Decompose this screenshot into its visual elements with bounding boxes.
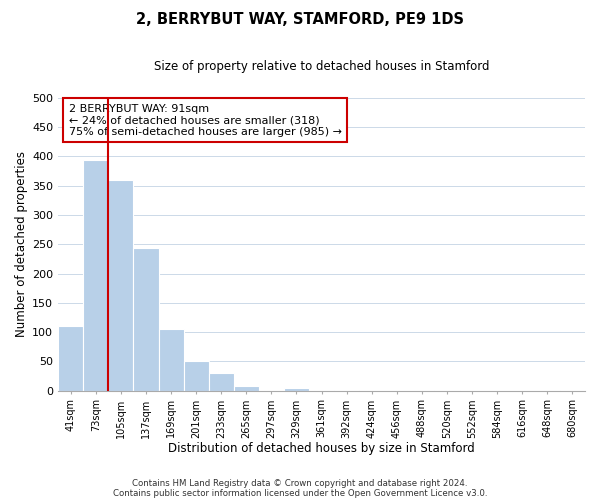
Bar	[58, 326, 83, 390]
Text: 2 BERRYBUT WAY: 91sqm
← 24% of detached houses are smaller (318)
75% of semi-det: 2 BERRYBUT WAY: 91sqm ← 24% of detached …	[68, 104, 341, 137]
Text: Contains HM Land Registry data © Crown copyright and database right 2024.: Contains HM Land Registry data © Crown c…	[132, 478, 468, 488]
Bar	[234, 386, 259, 390]
Text: Contains public sector information licensed under the Open Government Licence v3: Contains public sector information licen…	[113, 488, 487, 498]
Y-axis label: Number of detached properties: Number of detached properties	[15, 151, 28, 337]
Bar	[184, 362, 209, 390]
Bar	[158, 329, 184, 390]
Bar	[109, 180, 133, 390]
Bar	[133, 248, 158, 390]
Text: 2, BERRYBUT WAY, STAMFORD, PE9 1DS: 2, BERRYBUT WAY, STAMFORD, PE9 1DS	[136, 12, 464, 28]
Bar	[284, 388, 309, 390]
Title: Size of property relative to detached houses in Stamford: Size of property relative to detached ho…	[154, 60, 490, 73]
Bar	[209, 373, 234, 390]
Bar	[83, 160, 109, 390]
X-axis label: Distribution of detached houses by size in Stamford: Distribution of detached houses by size …	[168, 442, 475, 455]
